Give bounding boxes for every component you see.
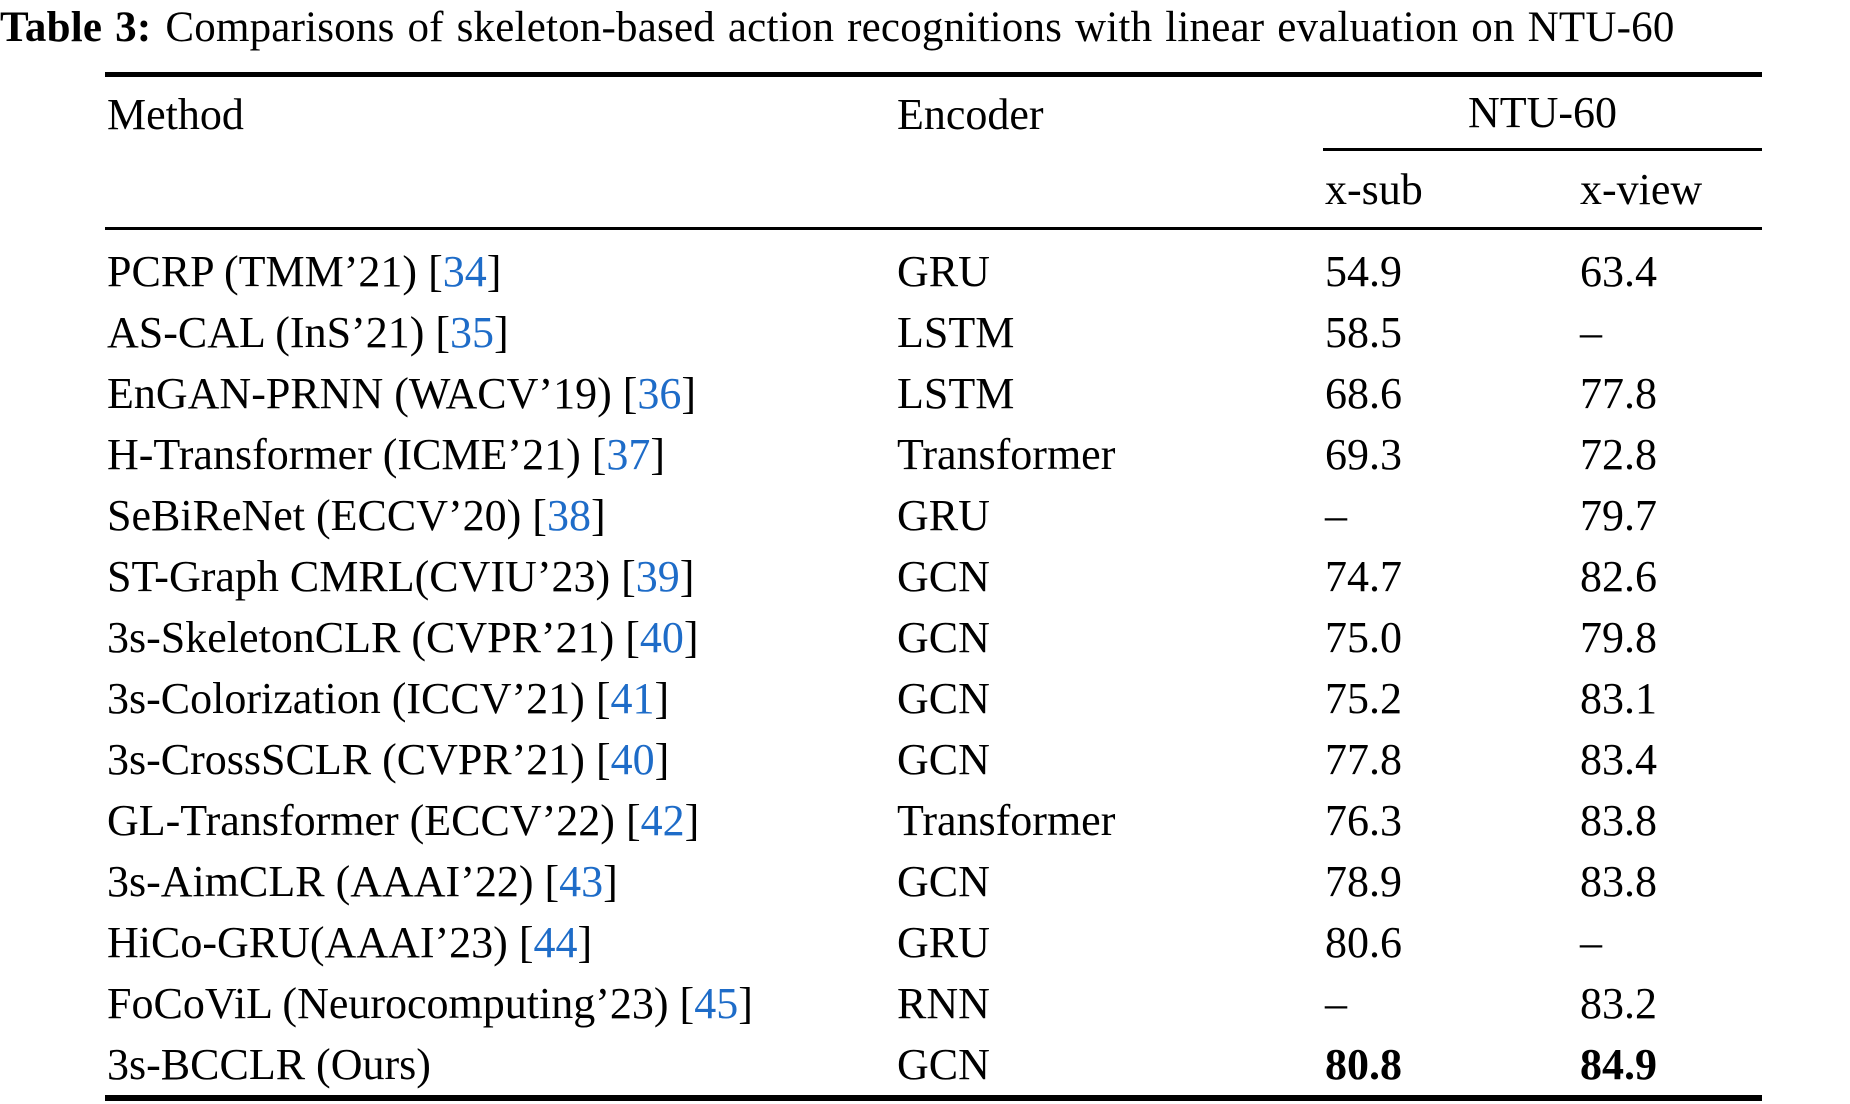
method-cell: 3s-Colorization (ICCV’21) [41]	[107, 674, 670, 723]
caption-label: Table 3:	[0, 4, 152, 51]
table-row: 3s-BCCLR (Ours) GCN 80.8 84.9	[105, 1034, 1762, 1095]
xsub-value-cell: 69.3	[1325, 430, 1402, 479]
citation-link[interactable]: 34	[442, 247, 487, 296]
table-header-row-sub: x-sub x-view	[105, 151, 1762, 230]
citation-link[interactable]: 36	[637, 369, 682, 418]
table-row: 3s-Colorization (ICCV’21) [41] GCN 75.2 83.…	[105, 668, 1762, 729]
encoder-cell: Transformer	[897, 796, 1116, 845]
method-cell: 3s-CrossSCLR (CVPR’21) [40]	[107, 735, 670, 784]
encoder-cell: GCN	[897, 674, 990, 723]
table-header-row-top: Method Encoder NTU-60	[105, 77, 1762, 151]
table-row: AS-CAL (InS’21) [35] LSTM 58.5 –	[105, 302, 1762, 363]
xview-value-cell: 72.8	[1580, 430, 1657, 479]
xview-value-cell: 83.8	[1580, 796, 1657, 845]
empty-header-cell-1	[105, 151, 895, 227]
xsub-value-cell: 77.8	[1325, 735, 1402, 784]
xsub-value-cell: –	[1325, 979, 1347, 1028]
method-cell: 3s-SkeletonCLR (CVPR’21) [40]	[107, 613, 699, 662]
method-column-header: Method	[107, 89, 244, 139]
encoder-cell: GCN	[897, 735, 990, 784]
citation-link[interactable]: 38	[546, 491, 591, 540]
citation-link[interactable]: 41	[610, 674, 655, 723]
results-table: Method Encoder NTU-60 x-sub x-view PCRP …	[105, 72, 1762, 1101]
xsub-value-cell: 58.5	[1325, 308, 1402, 357]
table-row: 3s-AimCLR (AAAI’22) [43] GCN 78.9 83.8	[105, 851, 1762, 912]
encoder-cell: GCN	[897, 552, 990, 601]
method-cell: HiCo-GRU(AAAI’23) [44]	[107, 918, 593, 967]
encoder-cell: GRU	[897, 918, 990, 967]
method-cell: AS-CAL (InS’21) [35]	[107, 308, 509, 357]
encoder-column-header: Encoder	[897, 89, 1044, 139]
xsub-value-cell: –	[1325, 491, 1347, 540]
citation-link[interactable]: 45	[694, 979, 739, 1028]
xsub-value-cell: 80.8	[1325, 1040, 1402, 1089]
xview-value-cell: 79.7	[1580, 491, 1657, 540]
xsub-column-header: x-sub	[1325, 164, 1423, 214]
xview-value-cell: 63.4	[1580, 247, 1657, 296]
xsub-value-cell: 75.2	[1325, 674, 1402, 723]
xview-value-cell: 84.9	[1580, 1040, 1657, 1089]
encoder-cell: LSTM	[897, 308, 1015, 357]
xview-value-cell: 83.1	[1580, 674, 1657, 723]
citation-link[interactable]: 44	[533, 918, 578, 967]
xview-value-cell: –	[1580, 308, 1602, 357]
method-cell: PCRP (TMM’21) [34]	[107, 247, 502, 296]
method-cell: GL-Transformer (ECCV’22) [42]	[107, 796, 700, 845]
caption-text: Comparisons of skeleton-based action rec…	[165, 4, 1675, 51]
xview-value-cell: 77.8	[1580, 369, 1657, 418]
table-row: PCRP (TMM’21) [34] GRU 54.9 63.4	[105, 241, 1762, 302]
citation-link[interactable]: 40	[610, 735, 655, 784]
xview-value-cell: 83.4	[1580, 735, 1657, 784]
table-row: 3s-CrossSCLR (CVPR’21) [40] GCN 77.8 83.4	[105, 729, 1762, 790]
table-row: EnGAN-PRNN (WACV’19) [36] LSTM 68.6 77.8	[105, 363, 1762, 424]
table-caption: Table 3: Comparisons of skeleton-based ac…	[0, 4, 1850, 51]
encoder-cell: GCN	[897, 613, 990, 662]
method-cell: FoCoViL (Neurocomputing’23) [45]	[107, 979, 753, 1028]
xview-value-cell: –	[1580, 918, 1602, 967]
citation-link[interactable]: 39	[635, 552, 680, 601]
encoder-cell: LSTM	[897, 369, 1015, 418]
xsub-value-cell: 54.9	[1325, 247, 1402, 296]
method-cell: 3s-AimCLR (AAAI’22) [43]	[107, 857, 618, 906]
xview-value-cell: 79.8	[1580, 613, 1657, 662]
encoder-cell: GCN	[897, 1040, 990, 1089]
table-row: HiCo-GRU(AAAI’23) [44] GRU 80.6 –	[105, 912, 1762, 973]
table-row: SeBiReNet (ECCV’20) [38] GRU – 79.7	[105, 485, 1762, 546]
table-row: 3s-SkeletonCLR (CVPR’21) [40] GCN 75.0 79.8	[105, 607, 1762, 668]
xview-value-cell: 82.6	[1580, 552, 1657, 601]
xview-value-cell: 83.8	[1580, 857, 1657, 906]
xsub-value-cell: 75.0	[1325, 613, 1402, 662]
method-cell: ST-Graph CMRL(CVIU’23) [39]	[107, 552, 695, 601]
xsub-value-cell: 74.7	[1325, 552, 1402, 601]
encoder-cell: GRU	[897, 491, 990, 540]
method-cell: SeBiReNet (ECCV’20) [38]	[107, 491, 606, 540]
table-row: H-Transformer (ICME’21) [37] Transformer 6…	[105, 424, 1762, 485]
table-row: ST-Graph CMRL(CVIU’23) [39] GCN 74.7 82.6	[105, 546, 1762, 607]
encoder-cell: GRU	[897, 247, 990, 296]
xsub-value-cell: 80.6	[1325, 918, 1402, 967]
method-cell: 3s-BCCLR (Ours)	[107, 1040, 442, 1089]
encoder-cell: GCN	[897, 857, 990, 906]
xview-value-cell: 83.2	[1580, 979, 1657, 1028]
citation-link[interactable]: 43	[559, 857, 604, 906]
xview-column-header: x-view	[1580, 164, 1703, 214]
encoder-cell: RNN	[897, 979, 990, 1028]
xsub-value-cell: 78.9	[1325, 857, 1402, 906]
citation-link[interactable]: 40	[639, 613, 684, 662]
method-cell: EnGAN-PRNN (WACV’19) [36]	[107, 369, 697, 418]
citation-link[interactable]: 42	[640, 796, 685, 845]
xsub-value-cell: 68.6	[1325, 369, 1402, 418]
citation-link[interactable]: 35	[450, 308, 495, 357]
citation-link[interactable]: 37	[606, 430, 651, 479]
method-cell: H-Transformer (ICME’21) [37]	[107, 430, 666, 479]
encoder-cell: Transformer	[897, 430, 1116, 479]
table-row: FoCoViL (Neurocomputing’23) [45] RNN – 83.2	[105, 973, 1762, 1034]
ntu60-group-header: NTU-60	[1323, 77, 1762, 151]
xsub-value-cell: 76.3	[1325, 796, 1402, 845]
empty-header-cell-2	[895, 151, 1323, 227]
table-row: GL-Transformer (ECCV’22) [42] Transformer…	[105, 790, 1762, 851]
table-body: PCRP (TMM’21) [34] GRU 54.9 63.4 AS-CAL (InS…	[105, 230, 1762, 1101]
